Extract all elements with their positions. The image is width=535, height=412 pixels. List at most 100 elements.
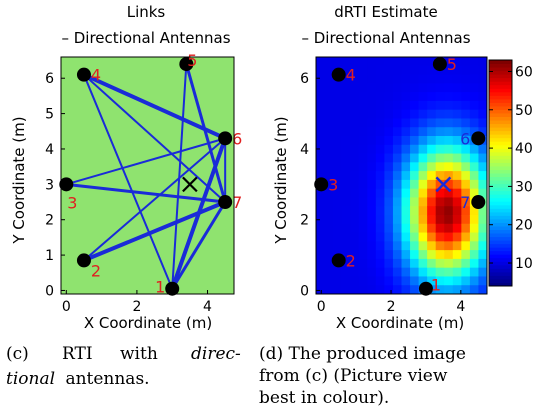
heatmap-cell [461,223,471,234]
heatmap-cell [333,215,343,225]
heatmap-cell [375,215,385,225]
heatmap-cell [316,92,326,102]
heatmap-cell [341,267,351,277]
heatmap-cell [341,92,351,102]
heatmap-cell [418,74,428,84]
heatmap-cell [341,144,351,155]
heatmap-cell [350,153,360,163]
colorbar-segment [489,81,512,86]
heatmap-cell [418,57,428,67]
heatmap-cell [358,65,368,76]
heatmap-cell [401,65,411,76]
heatmap-cell [316,206,326,216]
colorbar-segment [489,264,512,269]
heatmap-cell [350,250,360,260]
heatmap-cell [392,83,402,93]
heatmap-cell [401,127,411,137]
colorbar-segment [489,155,512,160]
heatmap-cell [469,215,479,225]
heatmap-cell [392,197,402,207]
heatmap-cell [324,144,334,155]
heatmap-cell [316,171,326,181]
heatmap-cell [435,144,445,155]
heatmap-cell [392,250,402,260]
left-title-line-2: – Directional Antennas [61,29,230,47]
heatmap-cell [367,65,377,76]
heatmap-cell [384,153,394,163]
heatmap-cell [401,285,411,295]
heatmap-cell [418,206,428,216]
heatmap-cell [324,206,334,216]
heatmap-cell [435,118,445,128]
heatmap-cell [418,250,428,260]
heatmap-cell [350,74,360,84]
heatmap-cell [478,171,488,181]
colorbar-segment [489,261,512,266]
right-caption-line-3: best in colour). [259,388,389,408]
heatmap-cell [333,83,343,93]
heatmap-cell [461,136,471,146]
heatmap-cell [333,223,343,234]
heatmap-cell [469,223,479,234]
node-2 [331,253,346,268]
heatmap-cell [341,179,351,190]
heatmap-cell [418,241,428,251]
heatmap-cell [341,118,351,128]
heatmap-cell [358,109,368,119]
colorbar-segment [489,222,512,227]
heatmap-cell [452,223,462,234]
link-3-7 [64,182,227,204]
heatmap-cell [375,57,385,67]
heatmap-cell [375,267,385,277]
heatmap-cell [427,267,437,277]
heatmap-cell [461,258,471,269]
heatmap-cell [427,153,437,163]
heatmap-cell [384,188,394,198]
left-target-marker [182,176,198,193]
colorbar-segment [489,271,512,276]
heatmap-cell [461,65,471,76]
heatmap-cell [324,83,334,93]
heatmap-cell [461,197,471,207]
heatmap-cell [427,215,437,225]
heatmap-cell [469,232,479,242]
heatmap-cell [410,267,420,277]
link-1-6 [170,136,228,291]
heatmap-cell [435,215,445,225]
heatmap-cell [478,232,488,242]
heatmap-cell [384,232,394,242]
heatmap-cell [350,100,360,111]
heatmap-cell [384,258,394,269]
heatmap-cell [358,206,368,216]
heatmap-cell [427,118,437,128]
colorbar-segment [489,162,512,167]
heatmap-cell [392,74,402,84]
heatmap-cell [384,241,394,251]
heatmap-cell [478,258,488,269]
heatmap-cell [316,276,326,286]
heatmap-cell [384,65,394,76]
right-title-line-2: – Directional Antennas [301,29,470,47]
colorbar-segment [489,137,512,142]
heatmap-cell [461,83,471,93]
heatmap-cell [358,144,368,155]
heatmap-cell [427,232,437,242]
node-label-7: 7 [232,193,242,212]
colorbar-segment [489,74,512,79]
heatmap-cell [478,179,488,190]
heatmap-cell [384,136,394,146]
right-x-ticks: 0 2 4 [317,290,465,315]
heatmap-cell [392,144,402,155]
heatmap-cell [367,153,377,163]
node-2 [76,253,91,268]
heatmap-cell [478,118,488,128]
heatmap-cell [410,118,420,128]
right-nodes: 1 2 3 4 5 6 7 [314,55,486,296]
heatmap-cell [384,109,394,119]
heatmap-cell [384,285,394,295]
heatmap-cell [358,57,368,67]
heatmap-cell [427,179,437,190]
heatmap-cell [410,171,420,181]
heatmap-cell [410,285,420,295]
heatmap-cell [333,153,343,163]
